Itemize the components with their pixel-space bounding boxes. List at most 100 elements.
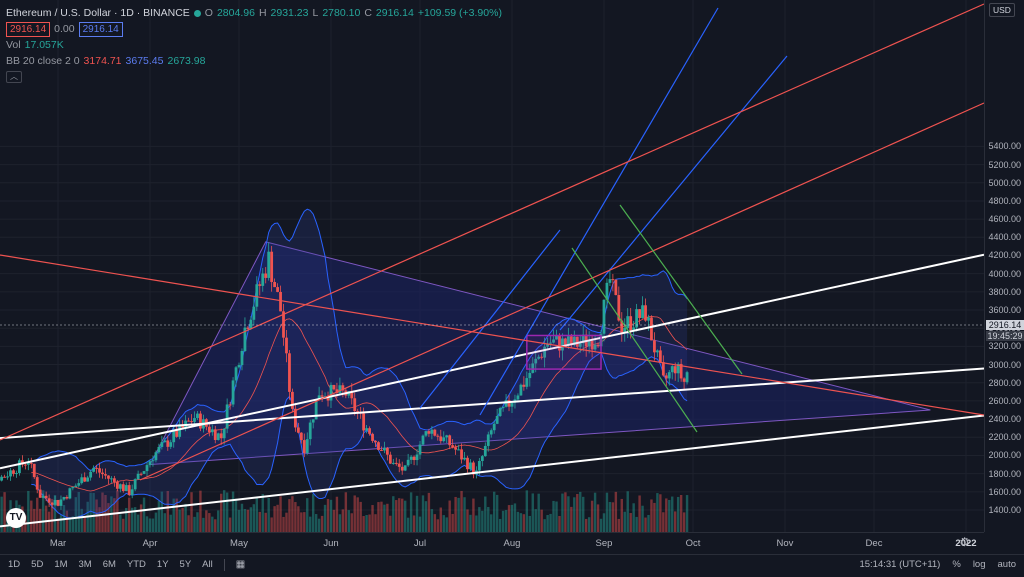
timeframe-1m[interactable]: 1M xyxy=(54,559,67,571)
timeframe-5y[interactable]: 5Y xyxy=(180,559,192,571)
volume-bar xyxy=(259,512,261,532)
volume-bar xyxy=(529,516,531,532)
volume-bar xyxy=(232,492,234,532)
volume-bar xyxy=(428,493,430,532)
candle-body xyxy=(662,362,665,375)
candle-body xyxy=(674,366,677,373)
clock-time[interactable]: 15:14:31 (UTC+11) xyxy=(859,559,940,570)
candle-body xyxy=(3,477,6,478)
volume-bar xyxy=(315,514,317,532)
volume-bar xyxy=(573,497,575,532)
candle-body xyxy=(208,427,211,432)
time-tick-label: Jun xyxy=(323,538,338,549)
volume-bar xyxy=(597,504,599,532)
volume-bar xyxy=(262,494,264,532)
volume-bar xyxy=(383,505,385,532)
low-value: 2780.10 xyxy=(322,5,360,21)
timeframe-all[interactable]: All xyxy=(202,559,213,571)
candle-body xyxy=(428,431,431,434)
volume-bar xyxy=(36,498,38,532)
volume-bar xyxy=(241,504,243,532)
timeframe-ytd[interactable]: YTD xyxy=(127,559,146,571)
bb-indicator-label[interactable]: BB 20 close 2 0 xyxy=(6,53,80,69)
volume-bar xyxy=(273,506,275,532)
volume-bar xyxy=(612,502,614,532)
candle-body xyxy=(196,414,199,418)
candle-body xyxy=(30,463,33,464)
candle-body xyxy=(496,416,499,424)
candle-body xyxy=(172,430,175,442)
candle-body xyxy=(101,473,104,475)
volume-bar xyxy=(538,494,540,532)
volume-bar xyxy=(128,498,130,532)
currency-button[interactable]: USD xyxy=(989,3,1015,17)
volume-bar xyxy=(220,494,222,532)
volume-bar xyxy=(600,519,602,532)
volume-bar xyxy=(653,503,655,532)
candle-body xyxy=(264,273,267,277)
volume-bar xyxy=(546,515,548,532)
candle-body xyxy=(255,284,258,306)
candle-body xyxy=(413,457,416,460)
volume-bar xyxy=(318,519,320,532)
candle-body xyxy=(460,449,463,459)
volume-bar xyxy=(437,519,439,532)
volume-bar xyxy=(155,513,157,532)
timeframe-5d[interactable]: 5D xyxy=(31,559,43,571)
volume-bar xyxy=(265,513,267,532)
volume-bar xyxy=(505,510,507,532)
candle-body xyxy=(635,309,638,327)
candle-body xyxy=(609,279,612,283)
candle-body xyxy=(629,316,632,330)
candle-body xyxy=(155,452,158,460)
volume-bar xyxy=(472,499,474,532)
open-value: 2804.96 xyxy=(217,5,255,21)
candle-body xyxy=(519,385,522,396)
candle-body xyxy=(54,500,57,505)
timeframe-1d[interactable]: 1D xyxy=(8,559,20,571)
spread-value: 0.00 xyxy=(54,21,74,37)
tradingview-logo[interactable]: TV xyxy=(6,508,26,528)
ask-price-button[interactable]: 2916.14 xyxy=(79,22,123,37)
candle-body xyxy=(401,467,404,471)
calendar-range-icon[interactable]: ▦ xyxy=(236,559,245,571)
auto-toggle[interactable]: auto xyxy=(998,559,1017,570)
volume-bar xyxy=(140,504,142,532)
volume-bar xyxy=(478,507,480,532)
candle-body xyxy=(638,309,641,318)
log-toggle[interactable]: log xyxy=(973,559,986,570)
candle-body xyxy=(36,477,39,489)
candle-body xyxy=(303,440,306,453)
volume-bar xyxy=(671,497,673,532)
candle-body xyxy=(288,353,291,392)
volume-bar xyxy=(594,493,596,532)
symbol-title[interactable]: Ethereum / U.S. Dollar · 1D · BINANCE xyxy=(6,5,190,21)
chevron-up-icon[interactable]: ︿ xyxy=(6,71,22,83)
candle-body xyxy=(199,414,202,429)
candle-body xyxy=(309,423,312,440)
candle-body xyxy=(258,284,261,286)
bar-countdown-label: 19:45:29 xyxy=(986,331,1024,341)
bid-price-button[interactable]: 2916.14 xyxy=(6,22,50,37)
candle-body xyxy=(380,450,383,451)
volume-bar xyxy=(638,495,640,532)
volume-label[interactable]: Vol xyxy=(6,37,21,53)
volume-bar xyxy=(359,502,361,532)
volume-bar xyxy=(395,500,397,532)
timeframe-3m[interactable]: 3M xyxy=(79,559,92,571)
candle-body xyxy=(493,424,496,430)
volume-bar xyxy=(549,514,551,532)
volume-bar xyxy=(267,498,269,532)
volume-bar xyxy=(490,514,492,532)
volume-bar xyxy=(496,495,498,532)
timeframe-1y[interactable]: 1Y xyxy=(157,559,169,571)
gear-icon[interactable]: ⚙ xyxy=(959,535,970,549)
volume-bar xyxy=(226,493,228,532)
candle-body xyxy=(291,392,294,409)
candle-body xyxy=(89,472,92,478)
candle-body xyxy=(454,447,457,449)
percent-toggle[interactable]: % xyxy=(952,559,960,570)
timeframe-6m[interactable]: 6M xyxy=(103,559,116,571)
